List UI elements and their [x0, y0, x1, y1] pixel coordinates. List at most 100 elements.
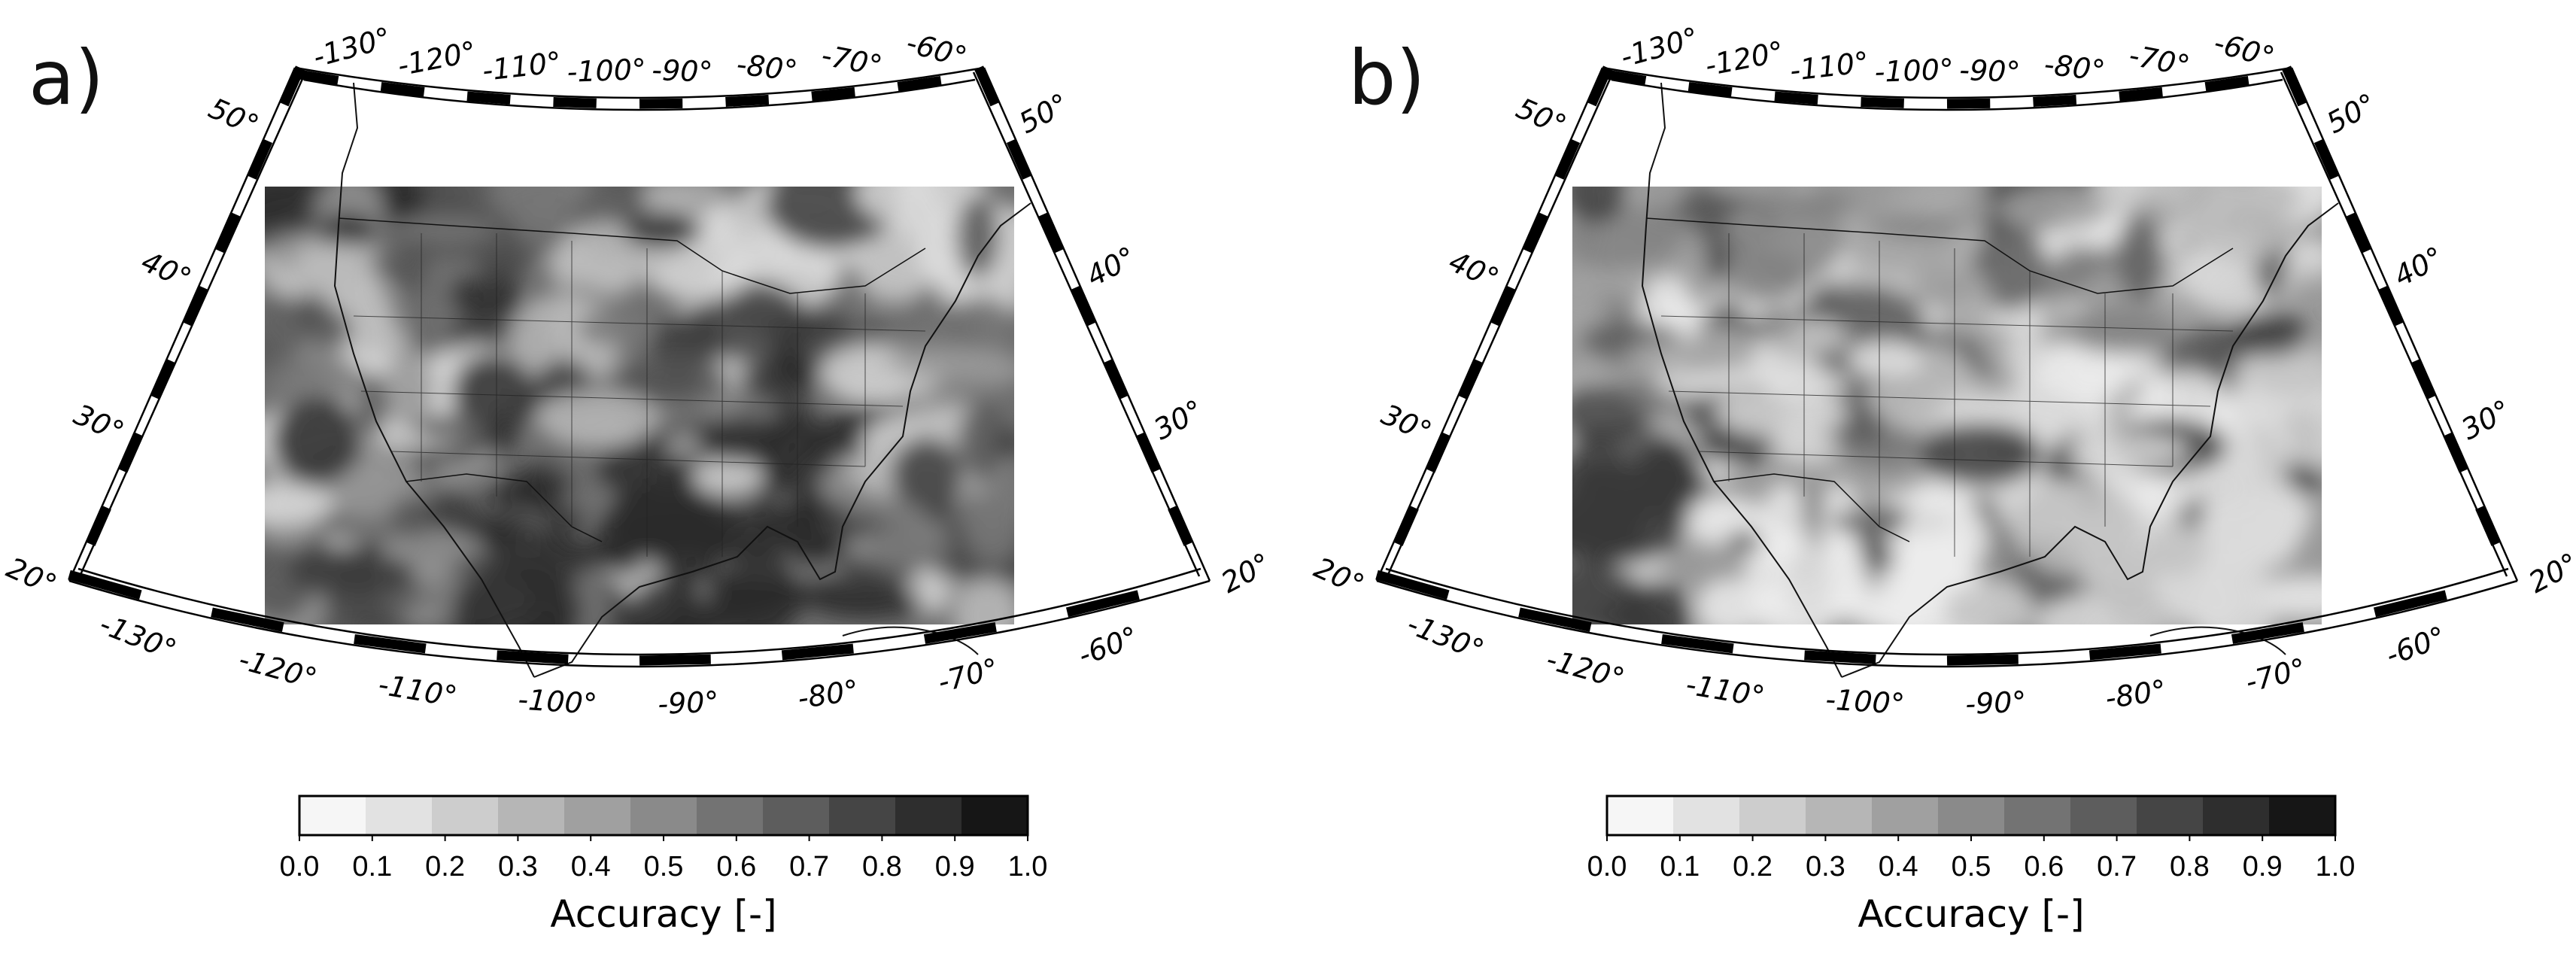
bottom-lon-label: -80° [2103, 673, 2168, 715]
map-frame: -130° -120° -110° -100° -90° -80° -70° -60°-130… [2, 21, 1276, 721]
top-lon-label: -110° [1788, 45, 1871, 87]
left-lat-label: 20° [2, 551, 61, 602]
left-lat-label: 40° [1444, 245, 1503, 296]
bottom-lon-label: -100° [517, 682, 598, 720]
colorbar: 0.0 0.1 0.2 0.3 0.4 0.5 0.6 0.7 0.8 0.9 1.0 Accurac… [280, 794, 1048, 936]
top-lon-label: -120° [395, 35, 479, 82]
left-lat-label: 30° [1377, 398, 1436, 449]
top-lon-label: -90° [652, 53, 714, 89]
colorbar-swatch [2137, 796, 2204, 835]
colorbar-tick-label: 0.6 [716, 851, 756, 883]
bottom-lon-label: -110° [1684, 667, 1767, 713]
colorbar-tick-label: 0.1 [352, 851, 392, 883]
top-lon-label: -100° [1874, 53, 1955, 89]
right-lat-label: 40° [1081, 240, 1141, 293]
right-lat-label: 50° [2321, 87, 2381, 140]
axis-labels: -130° -120° -110° -100° -90° -80° -70° -60°-130… [2, 21, 1276, 721]
colorbar-tick-label: 1.0 [2316, 851, 2356, 883]
colorbar-swatch [2070, 796, 2137, 835]
bottom-lon-label: -70° [934, 652, 1001, 699]
colorbar-swatch [564, 796, 631, 835]
panel-b: b) -130° -120° -110° -100° -90° -80° -70° -60°-… [1309, 21, 2576, 936]
bottom-lon-label: -100° [1824, 682, 1906, 720]
top-lon-label: -100° [567, 53, 647, 89]
top-lon-label: -80° [2043, 47, 2107, 87]
bottom-lon-label: -130° [1402, 607, 1488, 667]
bottom-lon-label: -130° [95, 607, 181, 667]
colorbar-tick-label: 0.6 [2024, 851, 2064, 883]
colorbar-tick-label: 0.4 [1879, 851, 1918, 883]
right-lat-label: 50° [1013, 87, 1074, 140]
colorbar-swatch [1739, 796, 1806, 835]
colorbar-tick-label: 0.5 [644, 851, 684, 883]
colorbar-tick-label: 0.9 [2243, 851, 2283, 883]
colorbar-swatch [1673, 796, 1740, 835]
top-lon-label: -70° [819, 38, 885, 83]
colorbar-swatch [432, 796, 499, 835]
bottom-lon-label: -60° [1074, 620, 1142, 672]
panel-a: a) -130° -120° -110° -100° -90° -80° -70° -60°-… [2, 21, 1276, 936]
colorbar-swatch [498, 796, 565, 835]
accuracy-field [265, 187, 1014, 624]
top-lon-label: -80° [735, 47, 800, 87]
colorbar-tick-label: 0.3 [498, 851, 538, 883]
colorbar-tick-label: 0.7 [789, 851, 829, 883]
top-lon-label: -130° [309, 21, 394, 74]
colorbar-tick-label: 0.7 [2097, 851, 2137, 883]
right-lat-label: 20° [1216, 546, 1276, 599]
colorbar-swatch [2269, 796, 2336, 835]
colorbar-tick-label: 0.8 [862, 851, 902, 883]
colorbar-swatch [697, 796, 764, 835]
colorbar-tick-label: 0.8 [2170, 851, 2210, 883]
colorbar-tick-label: 0.0 [1587, 851, 1627, 883]
colorbar-tick-label: 1.0 [1008, 851, 1048, 883]
top-lon-label: -70° [2126, 38, 2192, 83]
colorbar-swatch [2004, 796, 2071, 835]
colorbar-tick-label: 0.3 [1806, 851, 1845, 883]
map-frame: -130° -120° -110° -100° -90° -80° -70° -60°-130… [1309, 21, 2576, 721]
colorbar-swatch [1806, 796, 1873, 835]
bottom-lon-label: -110° [376, 667, 460, 713]
left-lat-label: 50° [1511, 92, 1571, 143]
top-lon-label: -60° [2210, 26, 2278, 74]
colorbar-tick-label: 0.2 [425, 851, 465, 883]
left-lat-label: 30° [69, 398, 129, 449]
map-graticule-frame [68, 65, 1211, 668]
bottom-lon-label: -120° [1543, 643, 1628, 695]
top-lon-label: -110° [481, 45, 564, 87]
colorbar-swatch [895, 796, 962, 835]
colorbar-swatch [366, 796, 433, 835]
country-borders [1641, 82, 2339, 678]
colorbar-swatch [1938, 796, 2005, 835]
top-lon-label: -90° [1959, 53, 2022, 89]
bottom-lon-label: -70° [2242, 652, 2309, 699]
colorbar-title: Accuracy [-] [1858, 892, 2084, 936]
bottom-lon-label: -90° [1964, 685, 2027, 721]
right-lat-label: 30° [2456, 393, 2516, 446]
top-lon-label: -60° [903, 26, 971, 74]
colorbar-tick-label: 0.1 [1660, 851, 1700, 883]
colorbar-swatch [1872, 796, 1939, 835]
colorbar-swatch [630, 796, 697, 835]
colorbar-tick-label: 0.9 [935, 851, 975, 883]
colorbar-swatch [961, 796, 1028, 835]
top-lon-label: -130° [1617, 21, 1702, 74]
right-lat-label: 30° [1148, 393, 1208, 446]
colorbar-title: Accuracy [-] [550, 892, 776, 936]
left-lat-label: 50° [204, 92, 263, 143]
colorbar-swatch [2203, 796, 2270, 835]
colorbar-tick-label: 0.0 [280, 851, 320, 883]
colorbar-tick-label: 0.2 [1733, 851, 1773, 883]
bottom-lon-label: -60° [2381, 620, 2450, 672]
map-graticule-frame [1375, 65, 2519, 668]
bottom-lon-label: -80° [795, 673, 861, 715]
right-lat-label: 20° [2523, 546, 2576, 599]
colorbar: 0.0 0.1 0.2 0.3 0.4 0.5 0.6 0.7 0.8 0.9 1.0 Accurac… [1587, 794, 2356, 936]
left-lat-label: 20° [1309, 551, 1368, 602]
right-lat-label: 40° [2389, 240, 2449, 293]
panel-label: b) [1348, 34, 1426, 122]
colorbar-swatch [299, 796, 366, 835]
top-lon-label: -120° [1703, 35, 1787, 82]
colorbar-swatch [763, 796, 830, 835]
